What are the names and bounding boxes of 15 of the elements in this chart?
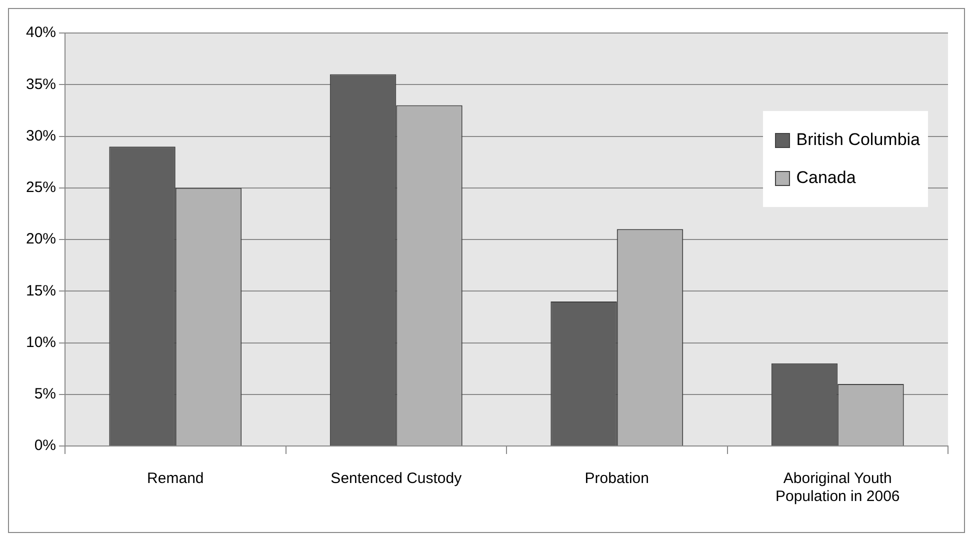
y-tick-label: 10% bbox=[26, 334, 56, 351]
y-tick-label: 40% bbox=[26, 24, 56, 42]
x-tick-label: Aboriginal Youth Population in 2006 bbox=[775, 470, 900, 506]
y-tick-label: 35% bbox=[26, 76, 56, 93]
x-tick-label: Sentenced Custody bbox=[330, 470, 462, 488]
y-tick-label: 20% bbox=[26, 230, 56, 248]
legend-label: British Columbia bbox=[796, 129, 920, 151]
y-tick-label: 25% bbox=[26, 179, 56, 196]
legend-label: Canada bbox=[796, 167, 856, 189]
y-tick-label: 30% bbox=[26, 127, 56, 144]
y-tick-label: 0% bbox=[34, 437, 56, 454]
y-tick-label: 5% bbox=[34, 386, 56, 403]
x-tick-label: Probation bbox=[584, 470, 649, 488]
y-tick-label: 15% bbox=[26, 282, 56, 300]
x-tick-label: Remand bbox=[147, 470, 204, 488]
